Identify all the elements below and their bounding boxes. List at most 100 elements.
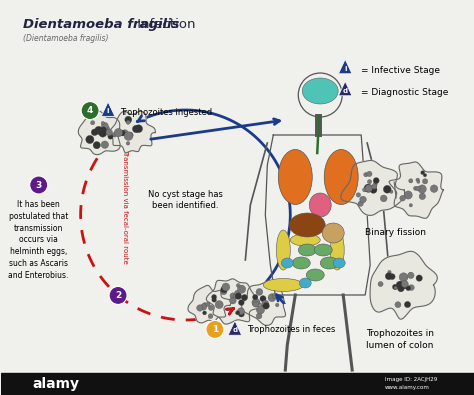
Circle shape <box>373 178 379 184</box>
Circle shape <box>91 120 95 125</box>
Circle shape <box>409 285 414 290</box>
Circle shape <box>197 305 203 311</box>
Circle shape <box>396 281 404 289</box>
Ellipse shape <box>333 258 345 268</box>
Circle shape <box>367 180 372 184</box>
Text: No cyst stage has
been identified.: No cyst stage has been identified. <box>148 190 223 211</box>
Circle shape <box>238 300 244 305</box>
Circle shape <box>206 302 210 307</box>
Text: (Dientamoeba fragilis): (Dientamoeba fragilis) <box>23 34 108 43</box>
Circle shape <box>395 302 401 308</box>
Circle shape <box>108 134 113 139</box>
Circle shape <box>126 120 130 124</box>
Text: d: d <box>343 88 348 94</box>
Circle shape <box>221 286 227 293</box>
Circle shape <box>262 300 269 307</box>
Circle shape <box>212 297 217 302</box>
Circle shape <box>114 128 123 137</box>
Polygon shape <box>228 321 242 335</box>
Circle shape <box>364 184 372 192</box>
Circle shape <box>374 182 377 186</box>
Circle shape <box>241 294 247 301</box>
Polygon shape <box>78 111 120 154</box>
Circle shape <box>126 141 130 145</box>
Circle shape <box>268 293 276 302</box>
Circle shape <box>400 195 405 201</box>
Circle shape <box>238 311 245 317</box>
Circle shape <box>378 282 383 287</box>
Circle shape <box>389 274 395 280</box>
Circle shape <box>419 193 426 199</box>
Text: i: i <box>107 108 109 114</box>
Polygon shape <box>341 160 405 215</box>
Circle shape <box>408 272 414 278</box>
Circle shape <box>208 314 213 319</box>
Circle shape <box>360 196 366 203</box>
Circle shape <box>409 203 412 207</box>
Text: Binary fission: Binary fission <box>365 228 426 237</box>
Circle shape <box>383 185 391 193</box>
Circle shape <box>91 129 98 135</box>
Circle shape <box>416 178 419 182</box>
Circle shape <box>252 299 260 307</box>
Ellipse shape <box>298 244 316 256</box>
Circle shape <box>112 132 117 137</box>
Circle shape <box>109 286 127 305</box>
Circle shape <box>253 301 258 307</box>
Text: alamy: alamy <box>33 377 80 391</box>
Circle shape <box>392 284 398 290</box>
Circle shape <box>260 295 266 302</box>
Text: Dientamoeba fragilis: Dientamoeba fragilis <box>23 18 179 31</box>
Circle shape <box>132 125 140 133</box>
Circle shape <box>101 141 109 149</box>
Circle shape <box>365 184 373 192</box>
Circle shape <box>275 303 279 307</box>
Polygon shape <box>242 281 285 325</box>
Text: Image ID: 2ACjH29: Image ID: 2ACjH29 <box>385 376 438 382</box>
Circle shape <box>101 122 109 130</box>
Circle shape <box>256 288 263 295</box>
Circle shape <box>256 306 264 314</box>
Circle shape <box>233 294 237 299</box>
Circle shape <box>367 171 372 177</box>
Circle shape <box>209 305 214 310</box>
Circle shape <box>356 193 361 197</box>
Text: = Infective Stage: = Infective Stage <box>361 66 440 75</box>
Polygon shape <box>109 111 155 153</box>
Polygon shape <box>188 286 231 323</box>
Circle shape <box>385 273 392 280</box>
Circle shape <box>416 275 422 281</box>
Ellipse shape <box>292 257 310 269</box>
Text: Trophozoites in
lumen of colon: Trophozoites in lumen of colon <box>366 329 434 350</box>
Circle shape <box>119 130 125 136</box>
Ellipse shape <box>314 244 332 256</box>
Circle shape <box>202 303 207 307</box>
Circle shape <box>421 171 425 175</box>
Circle shape <box>234 290 240 296</box>
Circle shape <box>99 129 107 137</box>
Text: i: i <box>344 66 346 72</box>
Circle shape <box>253 294 258 300</box>
Circle shape <box>390 190 393 194</box>
Polygon shape <box>101 102 115 116</box>
Text: 1: 1 <box>212 325 218 334</box>
Circle shape <box>364 173 368 177</box>
Circle shape <box>106 129 112 136</box>
Circle shape <box>394 286 397 290</box>
Circle shape <box>93 141 100 149</box>
Circle shape <box>404 301 410 308</box>
Circle shape <box>401 282 408 289</box>
Circle shape <box>124 132 133 141</box>
Circle shape <box>406 286 410 291</box>
Circle shape <box>125 116 132 123</box>
Circle shape <box>222 283 230 291</box>
Polygon shape <box>338 81 352 96</box>
Circle shape <box>206 320 224 339</box>
Circle shape <box>236 311 240 315</box>
Circle shape <box>264 302 268 307</box>
Circle shape <box>358 201 364 206</box>
Circle shape <box>399 273 408 282</box>
Circle shape <box>380 195 387 202</box>
Circle shape <box>104 126 110 132</box>
Text: Trophozoites in feces: Trophozoites in feces <box>247 325 335 334</box>
